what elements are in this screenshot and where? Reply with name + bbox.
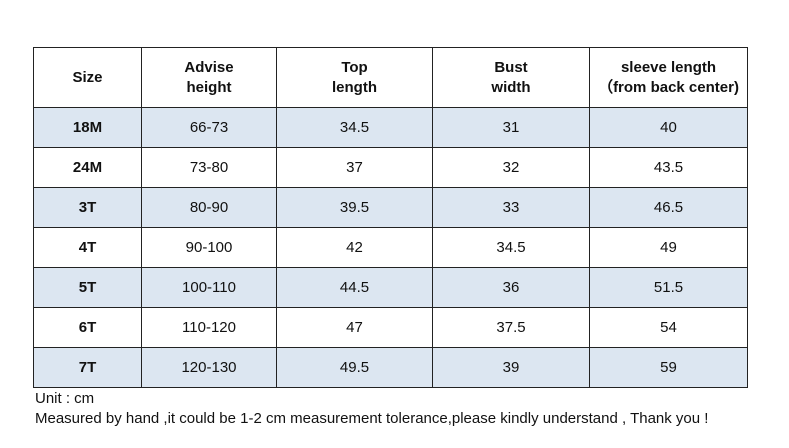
table-row: 24M 73-80 37 32 43.5 xyxy=(33,147,748,188)
header-cell: Size xyxy=(33,47,142,108)
size-cell: 24M xyxy=(33,147,142,188)
table-cell: 66-73 xyxy=(141,107,277,148)
table-cell: 36 xyxy=(432,267,590,308)
table-cell: 51.5 xyxy=(589,267,748,308)
size-table: Size Advise height Top length Bust width sleeve… xyxy=(33,47,748,388)
table-cell: 32 xyxy=(432,147,590,188)
header-line: Size xyxy=(72,68,103,86)
table-cell: 59 xyxy=(589,347,748,388)
table-cell: 49 xyxy=(589,227,748,268)
header-line: height xyxy=(186,78,232,96)
table-cell: 42 xyxy=(276,227,433,268)
unit-note: Unit : cm xyxy=(35,390,95,407)
table-row: 7T 120-130 49.5 39 59 xyxy=(33,347,748,388)
table-cell: 49.5 xyxy=(276,347,433,388)
header-cell: Bust width xyxy=(432,47,590,108)
table-row: 4T 90-100 42 34.5 49 xyxy=(33,227,748,268)
header-row: Size Advise height Top length Bust width sleeve… xyxy=(33,47,748,108)
header-line: width xyxy=(491,78,531,96)
table-row: 6T 110-120 47 37.5 54 xyxy=(33,307,748,348)
table-cell: 120-130 xyxy=(141,347,277,388)
table-cell: 110-120 xyxy=(141,307,277,348)
tolerance-note: Measured by hand ,it could be 1-2 cm mea… xyxy=(35,410,709,427)
header-cell: sleeve length （from back center) xyxy=(589,47,748,108)
table-cell: 46.5 xyxy=(589,187,748,228)
table-cell: 54 xyxy=(589,307,748,348)
table-cell: 40 xyxy=(589,107,748,148)
table-row: 3T 80-90 39.5 33 46.5 xyxy=(33,187,748,228)
header-line: （from back center) xyxy=(598,78,739,96)
table-cell: 100-110 xyxy=(141,267,277,308)
header-line: length xyxy=(332,78,377,96)
size-cell: 3T xyxy=(33,187,142,228)
header-line: Advise xyxy=(184,58,234,76)
table-cell: 73-80 xyxy=(141,147,277,188)
header-cell: Advise height xyxy=(141,47,277,108)
table-cell: 80-90 xyxy=(141,187,277,228)
table-row: 18M 66-73 34.5 31 40 xyxy=(33,107,748,148)
table-cell: 37.5 xyxy=(432,307,590,348)
header-line: Bust xyxy=(494,58,528,76)
header-line: Top xyxy=(341,58,368,76)
size-cell: 6T xyxy=(33,307,142,348)
table-cell: 33 xyxy=(432,187,590,228)
table-cell: 39 xyxy=(432,347,590,388)
header-line: sleeve length xyxy=(620,58,717,76)
size-cell: 18M xyxy=(33,107,142,148)
table-cell: 34.5 xyxy=(432,227,590,268)
table-row: 5T 100-110 44.5 36 51.5 xyxy=(33,267,748,308)
table-cell: 44.5 xyxy=(276,267,433,308)
header-cell: Top length xyxy=(276,47,433,108)
size-cell: 4T xyxy=(33,227,142,268)
table-cell: 34.5 xyxy=(276,107,433,148)
table-cell: 31 xyxy=(432,107,590,148)
size-cell: 7T xyxy=(33,347,142,388)
size-cell: 5T xyxy=(33,267,142,308)
table-cell: 39.5 xyxy=(276,187,433,228)
table-cell: 90-100 xyxy=(141,227,277,268)
table-cell: 47 xyxy=(276,307,433,348)
table-cell: 43.5 xyxy=(589,147,748,188)
table-cell: 37 xyxy=(276,147,433,188)
